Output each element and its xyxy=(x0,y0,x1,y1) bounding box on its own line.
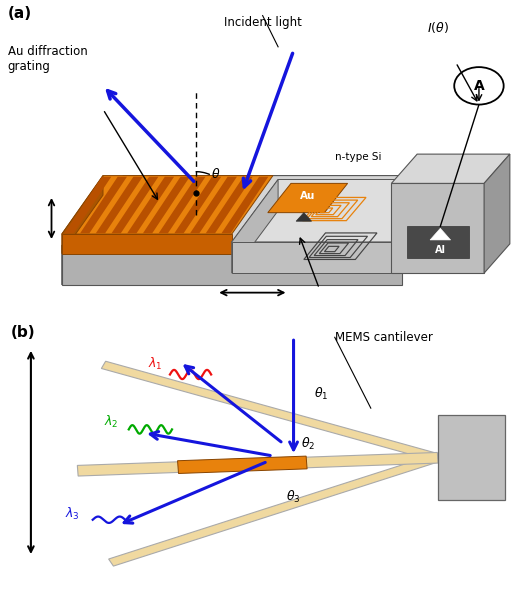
Text: $\lambda_3$: $\lambda_3$ xyxy=(65,507,80,522)
Text: (b): (b) xyxy=(10,325,35,340)
Polygon shape xyxy=(178,456,307,473)
Polygon shape xyxy=(62,175,464,246)
Text: $\lambda_1$: $\lambda_1$ xyxy=(147,356,162,372)
Polygon shape xyxy=(391,183,484,273)
Text: $\theta_1$: $\theta_1$ xyxy=(314,386,329,402)
Text: (a): (a) xyxy=(8,6,32,21)
Polygon shape xyxy=(143,177,190,233)
Polygon shape xyxy=(101,361,440,461)
Text: $\theta$: $\theta$ xyxy=(211,166,220,181)
Polygon shape xyxy=(268,183,348,213)
Polygon shape xyxy=(159,177,205,233)
Polygon shape xyxy=(407,226,469,257)
Text: $I(\theta)$: $I(\theta)$ xyxy=(427,19,449,34)
Polygon shape xyxy=(109,454,440,566)
Polygon shape xyxy=(296,213,312,221)
Polygon shape xyxy=(64,177,111,233)
Polygon shape xyxy=(190,177,237,233)
Polygon shape xyxy=(62,234,232,254)
Text: Incident light: Incident light xyxy=(224,16,302,28)
Text: Al: Al xyxy=(435,245,446,254)
Polygon shape xyxy=(62,175,103,254)
Text: $\lambda_2$: $\lambda_2$ xyxy=(104,414,118,431)
Polygon shape xyxy=(80,177,127,233)
Polygon shape xyxy=(391,154,510,183)
Polygon shape xyxy=(232,180,278,273)
Text: $\theta_3$: $\theta_3$ xyxy=(286,488,300,505)
Bar xyxy=(438,415,505,500)
Polygon shape xyxy=(232,242,391,273)
Text: $\theta_2$: $\theta_2$ xyxy=(301,435,316,452)
Polygon shape xyxy=(111,177,159,233)
Polygon shape xyxy=(221,177,268,233)
Polygon shape xyxy=(232,180,438,242)
Polygon shape xyxy=(62,175,273,234)
Text: A: A xyxy=(474,79,484,93)
Text: MEMS cantilever: MEMS cantilever xyxy=(335,331,433,344)
Polygon shape xyxy=(96,177,143,233)
Polygon shape xyxy=(77,452,438,476)
Polygon shape xyxy=(174,177,221,233)
Circle shape xyxy=(454,67,504,104)
Polygon shape xyxy=(62,246,402,285)
Polygon shape xyxy=(484,154,510,273)
Text: Au diffraction
grating: Au diffraction grating xyxy=(8,45,88,72)
Polygon shape xyxy=(127,177,174,233)
Text: n-type Si: n-type Si xyxy=(335,152,381,162)
Text: Au: Au xyxy=(300,191,315,201)
Polygon shape xyxy=(430,229,451,240)
Polygon shape xyxy=(206,177,252,233)
Polygon shape xyxy=(62,175,124,285)
